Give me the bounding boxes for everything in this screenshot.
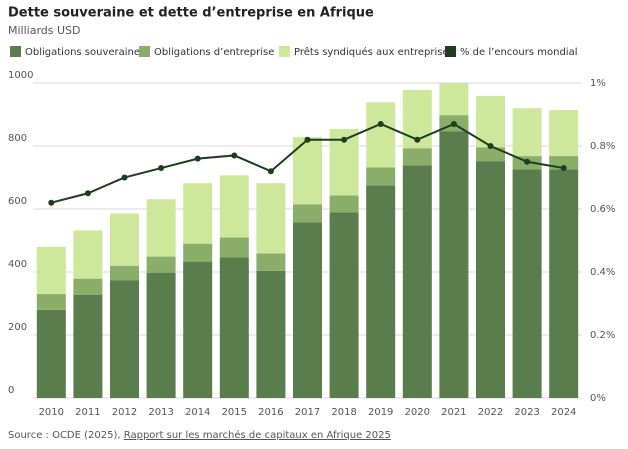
y-tick-label: 200 — [8, 322, 27, 333]
line-point — [194, 155, 201, 162]
x-tick-label: 2020 — [405, 407, 430, 418]
bar — [110, 265, 139, 281]
legend-swatch — [279, 46, 290, 57]
bar — [512, 108, 542, 157]
line-point — [121, 174, 128, 181]
bar — [366, 167, 396, 186]
bar — [366, 185, 396, 398]
y-tick-label: 0 — [8, 385, 14, 396]
legend-label: % de l’encours mondial — [460, 47, 578, 58]
line-point — [267, 168, 274, 175]
x-tick-label: 2013 — [148, 407, 173, 418]
bar — [256, 253, 286, 271]
x-tick-label: 2022 — [478, 407, 503, 418]
bar — [476, 161, 505, 398]
line-point — [231, 152, 238, 159]
line-point — [377, 120, 384, 127]
line-point — [158, 165, 165, 172]
bar — [476, 95, 505, 148]
x-tick-label: 2012 — [112, 407, 137, 418]
bar — [146, 199, 176, 257]
bar — [402, 165, 432, 398]
bar — [146, 272, 176, 398]
chart-subtitle: Milliards USD — [8, 24, 81, 37]
y2-tick-label: 0.6% — [590, 204, 615, 215]
line-point — [304, 136, 311, 143]
bar — [329, 195, 359, 213]
bar — [36, 294, 66, 310]
y-tick-label: 1000 — [8, 70, 33, 81]
bar — [73, 278, 103, 295]
line-point — [414, 136, 421, 143]
source-link[interactable]: Rapport sur les marchés de capitaux en A… — [123, 430, 391, 441]
x-tick-label: 2021 — [441, 407, 466, 418]
bar — [183, 243, 213, 262]
bar — [439, 131, 469, 398]
line-point — [450, 120, 457, 127]
bar — [293, 222, 322, 398]
bar — [549, 110, 579, 157]
x-tick-label: 2016 — [258, 407, 283, 418]
bar — [183, 261, 213, 398]
legend-label: Obligations souveraines — [25, 47, 145, 58]
legend-label: Prêts syndiqués aux entreprises — [294, 46, 454, 58]
bar — [183, 183, 213, 244]
y2-tick-label: 0.2% — [590, 330, 615, 341]
chart: Dette souveraine et dette d’entreprise e… — [8, 6, 615, 419]
line-point — [487, 143, 494, 149]
y2-tick-label: 0% — [590, 393, 606, 404]
bar — [256, 270, 286, 398]
x-tick-label: 2019 — [368, 407, 393, 418]
x-tick-label: 2018 — [331, 407, 356, 418]
bar — [146, 256, 176, 273]
line-point — [560, 165, 567, 172]
bar — [439, 83, 469, 116]
x-tick-label: 2015 — [222, 407, 247, 418]
x-tick-label: 2023 — [514, 407, 539, 418]
x-tick-label: 2024 — [551, 407, 576, 418]
x-tick-label: 2010 — [39, 407, 64, 418]
y2-tick-label: 0.8% — [590, 141, 615, 152]
bar — [256, 183, 286, 254]
source: Source : OCDE (2025), Rapport sur les ma… — [8, 430, 391, 441]
bar — [219, 237, 249, 258]
line-point — [524, 158, 531, 165]
bar — [512, 169, 542, 398]
x-tick-label: 2011 — [75, 407, 100, 418]
y-tick-label: 400 — [8, 259, 27, 270]
bar — [549, 169, 579, 398]
bar — [110, 213, 139, 266]
y2-tick-label: 0.4% — [590, 267, 615, 278]
legend-label: Obligations d’entreprise — [154, 47, 274, 58]
bar — [219, 257, 249, 398]
chart-title: Dette souveraine et dette d’entreprise e… — [8, 6, 374, 21]
bar — [36, 309, 66, 398]
legend-swatch — [139, 46, 150, 57]
bar — [110, 280, 139, 398]
legend-swatch — [445, 46, 456, 57]
bar — [73, 230, 103, 279]
bar — [402, 148, 432, 166]
x-tick-label: 2014 — [185, 407, 210, 418]
bar — [293, 204, 322, 223]
bar — [476, 147, 505, 162]
bar — [219, 175, 249, 238]
legend-swatch — [10, 46, 21, 57]
bar — [73, 294, 103, 398]
line-point — [341, 136, 348, 143]
y2-tick-label: 1% — [590, 78, 606, 89]
y-tick-label: 600 — [8, 196, 27, 207]
line-point — [84, 190, 91, 197]
bar — [329, 212, 359, 398]
x-tick-label: 2017 — [295, 407, 320, 418]
bar — [366, 102, 396, 168]
bar — [36, 246, 66, 295]
y-tick-label: 800 — [8, 133, 27, 144]
source-prefix: Source : OCDE (2025), — [8, 430, 124, 441]
line-point — [48, 199, 55, 206]
